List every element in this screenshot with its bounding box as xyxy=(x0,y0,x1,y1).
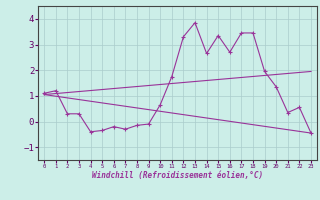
X-axis label: Windchill (Refroidissement éolien,°C): Windchill (Refroidissement éolien,°C) xyxy=(92,171,263,180)
